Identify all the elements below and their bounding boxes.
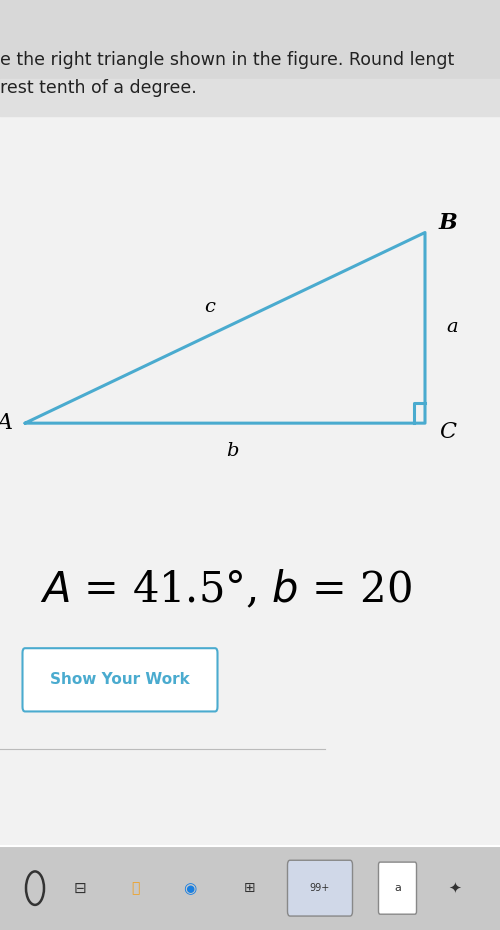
Bar bbox=[0, 0, 500, 84]
Text: ◉: ◉ bbox=[184, 881, 196, 896]
Bar bbox=[0, 846, 500, 930]
Text: 99+: 99+ bbox=[310, 884, 330, 893]
Text: b: b bbox=[226, 442, 239, 460]
Text: rest tenth of a degree.: rest tenth of a degree. bbox=[0, 79, 197, 98]
Text: $\mathit{A}$ = 41.5°, $\mathit{b}$ = 20: $\mathit{A}$ = 41.5°, $\mathit{b}$ = 20 bbox=[40, 569, 412, 612]
FancyBboxPatch shape bbox=[288, 860, 352, 916]
Text: ✦: ✦ bbox=[448, 881, 462, 896]
Text: a: a bbox=[446, 318, 458, 337]
Text: c: c bbox=[204, 298, 216, 316]
Text: ⊞: ⊞ bbox=[244, 881, 256, 896]
Text: C: C bbox=[439, 421, 456, 444]
Text: e the right triangle shown in the figure. Round lengt: e the right triangle shown in the figure… bbox=[0, 51, 454, 70]
Text: a: a bbox=[394, 884, 401, 893]
Text: A: A bbox=[0, 412, 13, 434]
Text: 🗂: 🗂 bbox=[131, 881, 139, 896]
FancyBboxPatch shape bbox=[378, 862, 416, 914]
Text: Show Your Work: Show Your Work bbox=[50, 672, 190, 687]
Text: B: B bbox=[438, 212, 457, 234]
Text: ⊟: ⊟ bbox=[74, 881, 86, 896]
FancyBboxPatch shape bbox=[22, 648, 218, 711]
Bar bbox=[0, 79, 500, 116]
